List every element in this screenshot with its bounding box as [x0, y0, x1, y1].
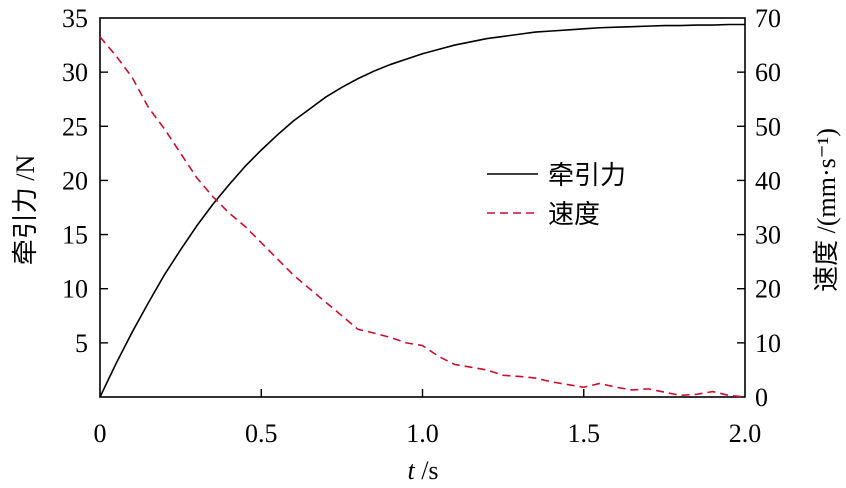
y-right-tick-label: 20 — [755, 275, 781, 304]
legend-label-speed: 速度 — [548, 200, 600, 229]
y-left-tick-label: 25 — [62, 112, 88, 141]
y-left-tick-label: 10 — [62, 275, 88, 304]
x-tick-label: 1.0 — [406, 419, 439, 448]
y-left-tick-label: 30 — [62, 58, 88, 87]
series-lines — [99, 23, 746, 398]
x-axis-ticks: 0 0.5 1.0 1.5 2.0 — [94, 389, 762, 448]
series-line-traction — [99, 23, 745, 398]
y-left-tick-label: 20 — [62, 166, 88, 195]
y-right-tick-label: 40 — [755, 166, 781, 195]
x-axis-title: t /s — [407, 456, 438, 485]
y-left-tick-label: 5 — [75, 329, 88, 358]
y-right-tick-label: 50 — [755, 112, 781, 141]
x-tick-label: 2.0 — [729, 419, 762, 448]
y-right-tick-label: 10 — [755, 329, 781, 358]
x-axis-variable: t — [407, 456, 415, 485]
x-tick-label: 0 — [94, 419, 107, 448]
y-left-tick-label: 35 — [62, 4, 88, 33]
y-left-axis-title: 牵引力 /N — [11, 155, 40, 266]
y-right-axis-title: 速度 /(mm·s⁻¹) — [812, 128, 841, 292]
y-left-axis-ticks: 5 10 15 20 25 30 35 — [62, 4, 108, 358]
y-right-tick-label: 60 — [755, 58, 781, 87]
x-tick-label: 0.5 — [245, 419, 278, 448]
y-left-tick-label: 15 — [62, 221, 88, 250]
plot-frame — [99, 17, 746, 398]
legend-label-traction: 牵引力 — [548, 161, 626, 190]
x-axis-unit: /s — [415, 456, 439, 485]
series-line-speed — [99, 36, 746, 398]
x-tick-label: 1.5 — [568, 419, 601, 448]
y-right-tick-label: 30 — [755, 221, 781, 250]
y-right-axis-ticks: 0 10 20 30 40 50 60 70 — [737, 4, 781, 412]
y-right-tick-label: 0 — [755, 383, 768, 412]
legend: 牵引力 速度 — [487, 161, 626, 229]
plot-border — [99, 17, 746, 398]
y-right-tick-label: 70 — [755, 4, 781, 33]
